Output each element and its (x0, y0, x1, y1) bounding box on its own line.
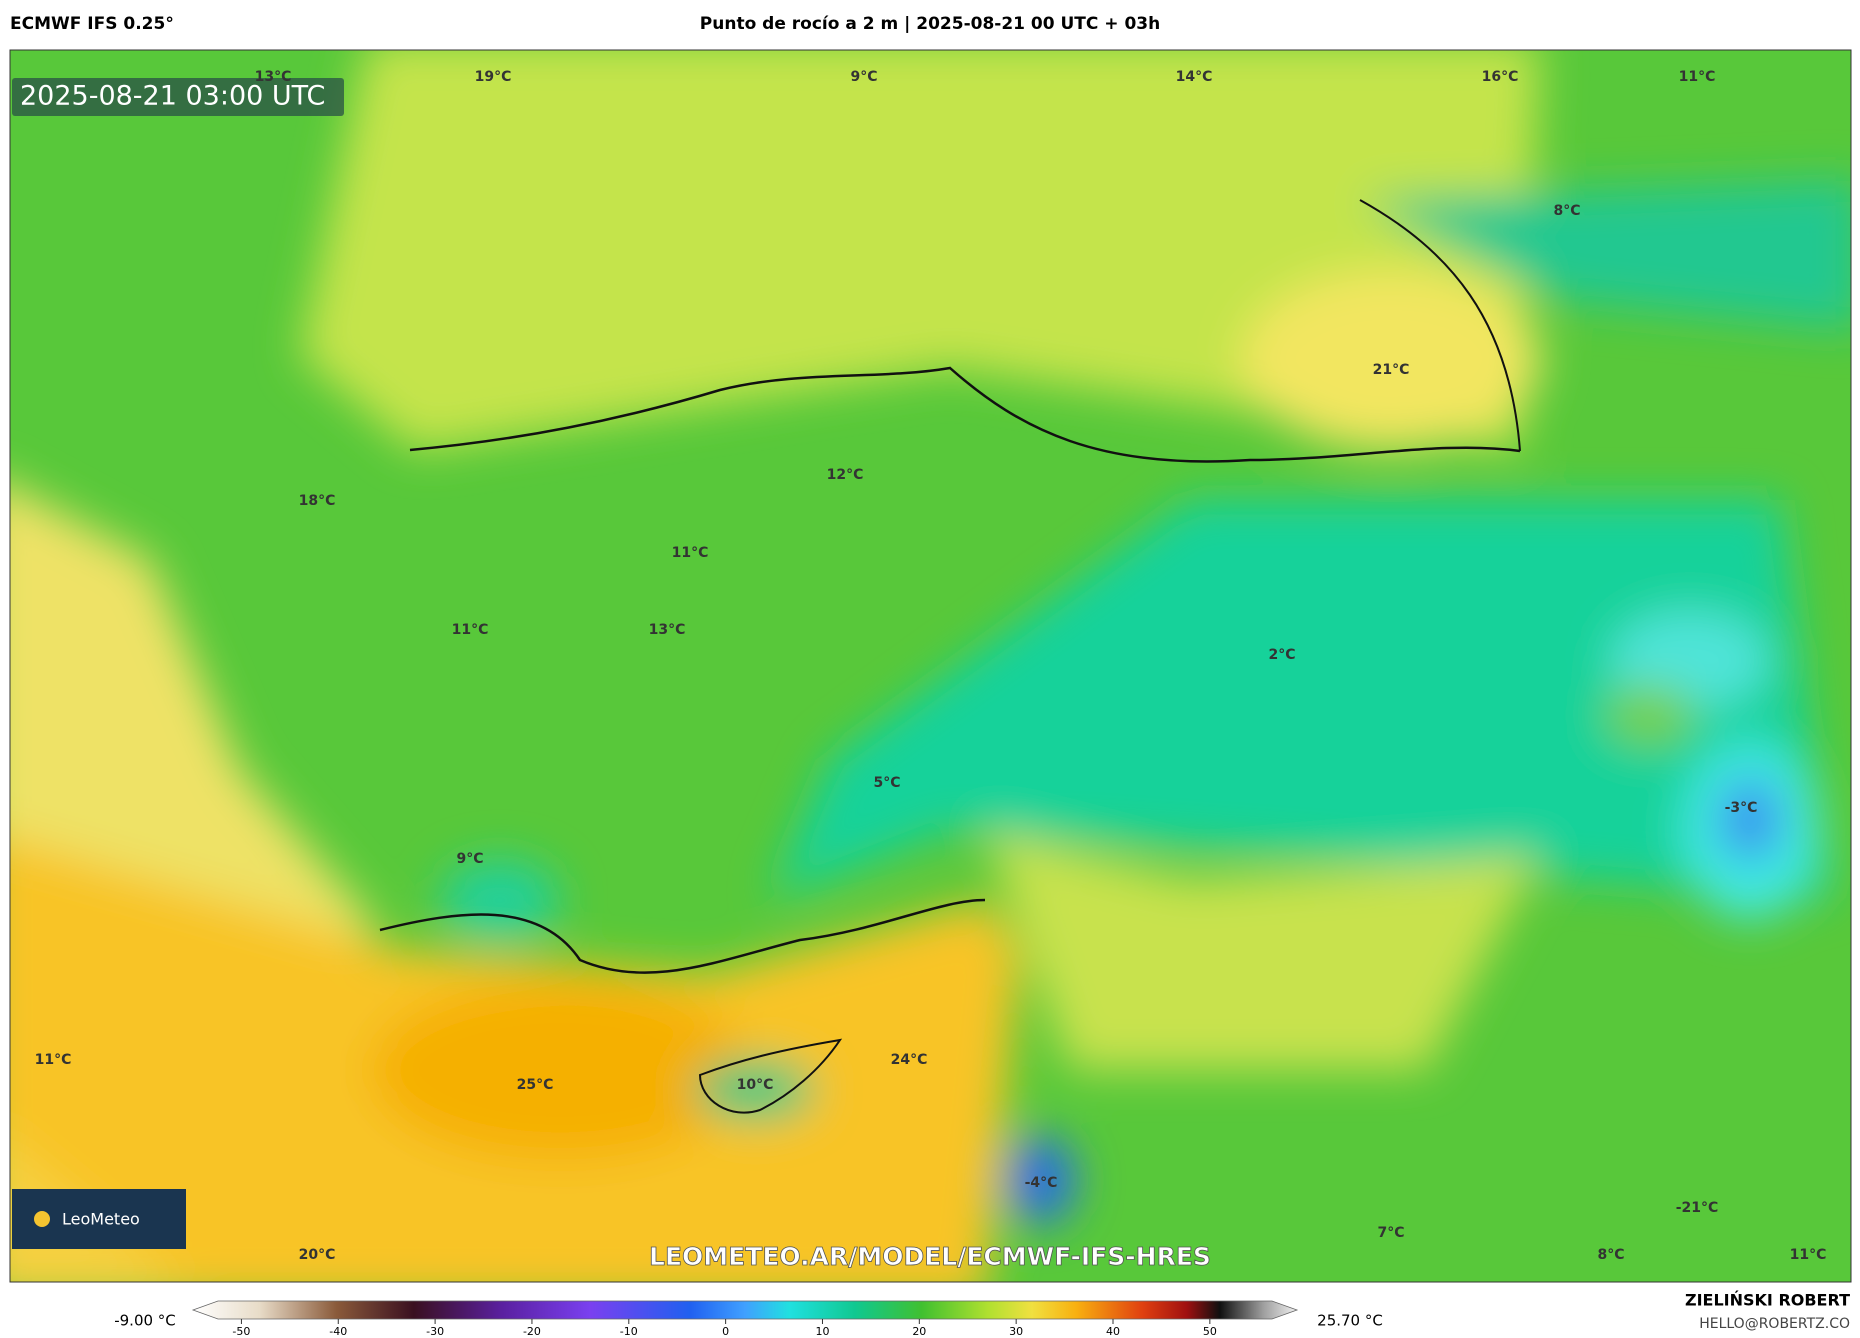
colorbar (191, 1300, 1299, 1320)
colorbar-tick-label: 20 (912, 1325, 926, 1338)
colorbar-tick-label: 10 (815, 1325, 829, 1338)
logo-sun (34, 1211, 50, 1227)
labels: 13°C 19°C 9°C 14°C 16°C 11°C 8°C 21°C 12°C 18°C 11… (35, 69, 1827, 1263)
temperature-label: 9°C (456, 851, 483, 867)
colorbar-tick-label: 30 (1009, 1325, 1023, 1338)
temperature-label: 11°C (35, 1052, 72, 1068)
temperature-label: 11°C (452, 622, 489, 638)
temperature-label: -21°C (1676, 1200, 1719, 1216)
temperature-label: 25°C (517, 1077, 554, 1093)
model-name: ECMWF IFS 0.25° (10, 14, 174, 34)
temperature-label: 8°C (1553, 203, 1580, 219)
island (698, 1038, 843, 1114)
temperature-label: 14°C (1176, 69, 1213, 85)
colorbar-max: 25.70 °C (1317, 1312, 1383, 1330)
map (10, 50, 1851, 1282)
author: ZIELIŃSKI ROBERT (1685, 1291, 1850, 1310)
temperature-label: 19°C (475, 69, 512, 85)
colorbar-tick-label: -30 (426, 1325, 444, 1338)
coastline (409, 366, 1521, 463)
temperature-label: 16°C (1482, 69, 1519, 85)
colorbar-tick-label: -40 (329, 1325, 347, 1338)
timestamp: 2025-08-21 03:00 UTC (20, 81, 325, 112)
temperature-label: 12°C (827, 467, 864, 483)
map-title: Punto de rocío a 2 m | 2025-08-21 00 UTC… (700, 14, 1160, 34)
email: HELLO@ROBERTZ.CO (1699, 1316, 1850, 1332)
temperature-label: 5°C (873, 775, 900, 791)
temperature-label: 8°C (1597, 1247, 1624, 1263)
temperature-label: 11°C (1790, 1247, 1827, 1263)
temperature-label: 10°C (737, 1077, 774, 1093)
field (10, 50, 1851, 1282)
colorbar-tick-label: 50 (1203, 1325, 1217, 1338)
timestamp-box (12, 78, 344, 116)
temperature-label: 7°C (1377, 1225, 1404, 1241)
temperature-label: 11°C (1679, 69, 1716, 85)
coastline (1359, 199, 1521, 452)
temperature-label: 24°C (891, 1052, 928, 1068)
colorbar-tick-label: -50 (232, 1325, 250, 1338)
temperature-label: -3°C (1725, 800, 1758, 816)
logo: LeoMeteo (62, 1210, 140, 1229)
coastline (379, 898, 986, 974)
colorbar-min: -9.00 °C (114, 1312, 176, 1330)
colorbar-tick-label: 40 (1106, 1325, 1120, 1338)
temperature-label: 11°C (672, 545, 709, 561)
colorbar-tick-label: -10 (620, 1325, 638, 1338)
temperature-label: 13°C (255, 69, 292, 85)
temperature-label: 9°C (850, 69, 877, 85)
map-frame (9, 49, 1852, 1283)
temperature-label: 13°C (649, 622, 686, 638)
temperature-label: 18°C (299, 493, 336, 509)
temperature-label: 21°C (1373, 362, 1410, 378)
colorbar-tick-label: 0 (722, 1325, 729, 1338)
temperature-label: 20°C (299, 1247, 336, 1263)
temperature-label: 2°C (1268, 647, 1295, 663)
colorbar-tick-label: -20 (523, 1325, 541, 1338)
watermark: LEOMETEO.AR/MODEL/ECMWF-IFS-HRES (649, 1242, 1211, 1271)
temperature-label: -4°C (1025, 1175, 1058, 1191)
